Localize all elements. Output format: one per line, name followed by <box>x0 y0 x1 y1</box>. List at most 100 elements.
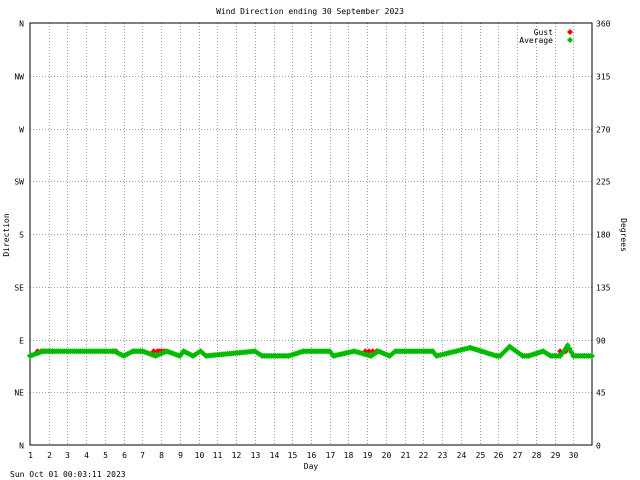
average-point <box>51 348 58 355</box>
x-tick-label: 18 <box>344 451 354 460</box>
x-tick-label: 14 <box>270 451 280 460</box>
y-tick-label-left: NW <box>14 73 24 82</box>
y-tick-label-left: SE <box>14 284 24 293</box>
series-average <box>27 342 595 359</box>
x-tick-label: 13 <box>251 451 261 460</box>
average-point <box>392 348 399 355</box>
average-point <box>111 348 118 355</box>
y-axis-label-left: Direction <box>2 213 11 257</box>
legend-marker-gust <box>567 29 573 35</box>
x-tick-label: 17 <box>326 451 336 460</box>
average-point <box>40 348 47 355</box>
average-point <box>589 352 595 359</box>
average-point <box>163 348 170 355</box>
average-point <box>386 352 393 359</box>
average-point <box>308 348 314 355</box>
average-point <box>540 348 547 355</box>
y-tick-label-left: W <box>19 126 24 135</box>
x-tick-label: 20 <box>382 451 392 460</box>
y-tick-label-right: 45 <box>596 389 606 398</box>
average-point <box>560 348 567 355</box>
average-point <box>429 348 436 355</box>
y-tick-label-left: NE <box>14 389 24 398</box>
average-point <box>45 348 52 355</box>
average-point <box>557 352 564 359</box>
y-tick-label-right: 270 <box>596 126 611 135</box>
footer-timestamp: Sun Oct 01 00:03:11 2023 <box>10 470 126 479</box>
average-point <box>401 348 408 355</box>
average-point <box>570 352 577 359</box>
average-point <box>467 344 474 351</box>
x-tick-label: 12 <box>232 451 242 460</box>
x-tick-label: 5 <box>103 451 108 460</box>
legend-gust-diamond <box>567 29 573 35</box>
average-point <box>130 348 137 355</box>
x-tick-label: 7 <box>140 451 145 460</box>
x-tick-label: 25 <box>476 451 486 460</box>
legend-label-gust: Gust <box>534 28 553 37</box>
chart-title: Wind Direction ending 30 September 2023 <box>216 7 404 16</box>
x-tick-label: 2 <box>47 451 52 460</box>
y-tick-label-right: 225 <box>596 178 611 187</box>
y-tick-label-left: S <box>19 231 24 240</box>
x-tick-label: 26 <box>494 451 504 460</box>
y-tick-label-right: 90 <box>596 337 606 346</box>
x-tick-label: 29 <box>551 451 561 460</box>
average-point <box>351 348 358 355</box>
average-point <box>330 352 337 359</box>
average-point <box>506 343 513 350</box>
average-point <box>326 348 333 355</box>
plot-frame <box>29 22 593 446</box>
average-point <box>139 348 146 355</box>
average-point <box>525 352 532 359</box>
average-point <box>519 352 526 359</box>
y-tick-label-right: 180 <box>596 231 611 240</box>
x-tick-label: 15 <box>288 451 298 460</box>
average-point <box>433 352 440 359</box>
average-point <box>300 348 307 355</box>
x-tick-label: 1 <box>28 451 33 460</box>
x-tick-label: 21 <box>401 451 411 460</box>
average-point <box>180 348 187 355</box>
data-series <box>27 342 595 359</box>
y-tick-label-left: SW <box>14 178 24 187</box>
x-tick-label: 30 <box>569 451 579 460</box>
x-tick-label: 24 <box>457 451 467 460</box>
x-tick-label: 6 <box>122 451 127 460</box>
average-point <box>251 348 258 355</box>
average-point <box>152 352 159 359</box>
axis-ticks: 1 2 3 4 5 6 7 8 9 10 11 12 13 14 15 16 17 18 19 20 21 22 23 24 2… <box>14 20 610 461</box>
average-point <box>27 352 33 359</box>
average-point <box>564 342 571 349</box>
x-axis-label: Day <box>304 462 319 471</box>
x-tick-label: 10 <box>195 451 205 460</box>
x-tick-label: 23 <box>438 451 448 460</box>
x-tick-label: 22 <box>419 451 429 460</box>
x-tick-label: 11 <box>213 451 223 460</box>
average-point <box>367 352 374 359</box>
average-point <box>497 352 504 359</box>
average-point <box>203 352 210 359</box>
average-point <box>259 352 266 359</box>
x-tick-label: 3 <box>65 451 70 460</box>
average-point <box>285 352 292 359</box>
average-point <box>176 352 183 359</box>
x-tick-label: 9 <box>178 451 183 460</box>
average-point <box>547 352 554 359</box>
y-tick-label-left: N <box>19 442 24 451</box>
legend-marker-average <box>567 37 573 43</box>
x-tick-label: 27 <box>513 451 523 460</box>
y-tick-label-right: 360 <box>596 20 611 29</box>
average-point <box>375 348 382 355</box>
x-tick-label: 19 <box>363 451 373 460</box>
legend: Gust Average <box>519 28 573 45</box>
grid <box>30 23 592 445</box>
y-tick-label-right: 0 <box>596 442 601 451</box>
y-tick-label-right: 135 <box>596 284 611 293</box>
y-tick-label-left: N <box>19 20 24 29</box>
average-point <box>197 348 204 355</box>
y-tick-label-left: E <box>19 337 24 346</box>
y-tick-label-right: 315 <box>596 73 611 82</box>
